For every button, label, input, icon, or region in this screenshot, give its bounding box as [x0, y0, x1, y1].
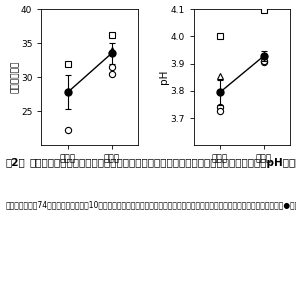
- Text: 黄熟初期（水均74％）に収穮・調製め10か月後に開封．上部，中央部および下部からそれぞれ３箇所採取したサンプルの分析値．●および縦棒：全９点の平均値および標準偏: 黄熟初期（水均74％）に収穮・調製め10か月後に開封．上部，中央部および下部から…: [6, 200, 296, 209]
- Text: トウモロコシへの配合飼料混合による細断ロールベールサイレージ内の乾物率およびpHの分布．: トウモロコシへの配合飼料混合による細断ロールベールサイレージ内の乾物率およびpH…: [30, 158, 296, 168]
- Text: 囲2．: 囲2．: [6, 158, 26, 168]
- Y-axis label: pH: pH: [159, 70, 169, 85]
- Y-axis label: 乾物率（％）: 乾物率（％）: [11, 61, 20, 93]
